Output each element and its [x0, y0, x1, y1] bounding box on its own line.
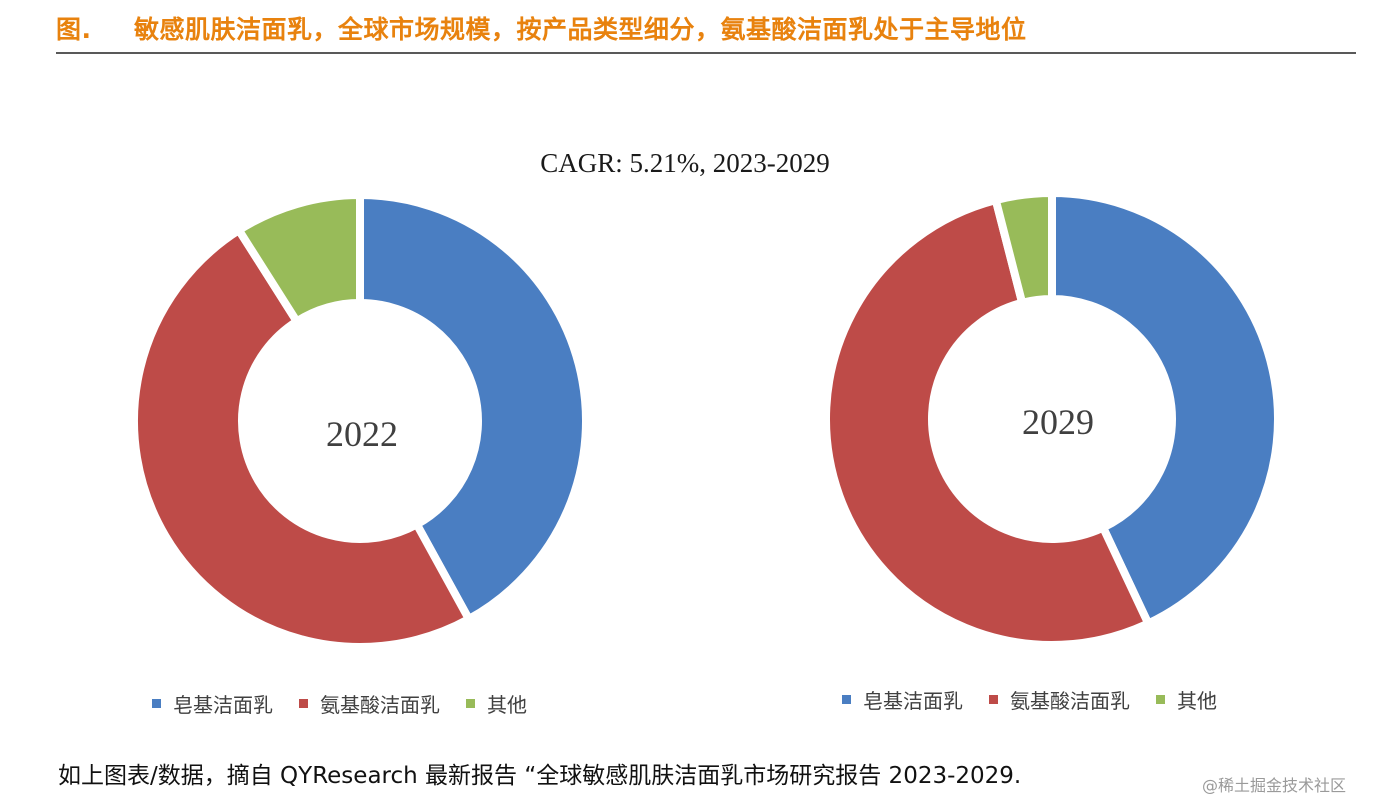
legend-item-other: 其他	[1156, 685, 1217, 714]
donut-slice-other-2022	[233, 190, 364, 327]
legend-swatch-amino	[299, 699, 308, 708]
legend-2022: 皂基洁面乳 氨基酸洁面乳 其他	[152, 689, 553, 718]
watermark: @稀土掘金技术社区	[1202, 776, 1347, 795]
legend-swatch-soap	[152, 699, 161, 708]
donut-slice-soap-2029	[1048, 188, 1282, 629]
donut-center-year: 2022	[326, 414, 398, 454]
donut-center-year: 2029	[1022, 402, 1094, 442]
legend-swatch-other	[1156, 695, 1165, 704]
legend-item-amino: 氨基酸洁面乳	[989, 685, 1130, 714]
chart-subtitle-cagr: CAGR: 5.21%, 2023-2029	[540, 148, 830, 178]
legend-2029: 皂基洁面乳 氨基酸洁面乳 其他	[842, 685, 1243, 714]
figure-title: 图. 敏感肌肤洁面乳，全球市场规模，按产品类型细分，氨基酸洁面乳处于主导地位	[56, 10, 1027, 46]
donut-slice-amino-2029	[822, 195, 1154, 649]
figure-label: 图.	[56, 15, 92, 44]
donut-slice-amino-2022	[130, 224, 475, 651]
title-divider	[56, 52, 1356, 54]
legend-label-amino: 氨基酸洁面乳	[1010, 689, 1130, 713]
legend-item-soap: 皂基洁面乳	[152, 689, 273, 718]
legend-item-soap: 皂基洁面乳	[842, 685, 963, 714]
legend-swatch-amino	[989, 695, 998, 704]
legend-item-amino: 氨基酸洁面乳	[299, 689, 440, 718]
donut-slice-other-2029	[990, 188, 1056, 308]
legend-label-soap: 皂基洁面乳	[173, 693, 273, 717]
legend-label-soap: 皂基洁面乳	[863, 689, 963, 713]
legend-label-other: 其他	[487, 693, 527, 717]
legend-item-other: 其他	[466, 689, 527, 718]
legend-label-amino: 氨基酸洁面乳	[320, 693, 440, 717]
legend-label-other: 其他	[1177, 689, 1217, 713]
donut-slice-soap-2022	[356, 190, 590, 625]
figure-title-text: 敏感肌肤洁面乳，全球市场规模，按产品类型细分，氨基酸洁面乳处于主导地位	[134, 15, 1027, 44]
legend-swatch-other	[466, 699, 475, 708]
donut-chart-2029: 2029	[822, 188, 1282, 649]
legend-swatch-soap	[842, 695, 851, 704]
donut-chart-2022: 2022	[130, 190, 590, 651]
source-note: 如上图表/数据，摘自 QYResearch 最新报告 “全球敏感肌肤洁面乳市场研…	[58, 763, 1022, 789]
